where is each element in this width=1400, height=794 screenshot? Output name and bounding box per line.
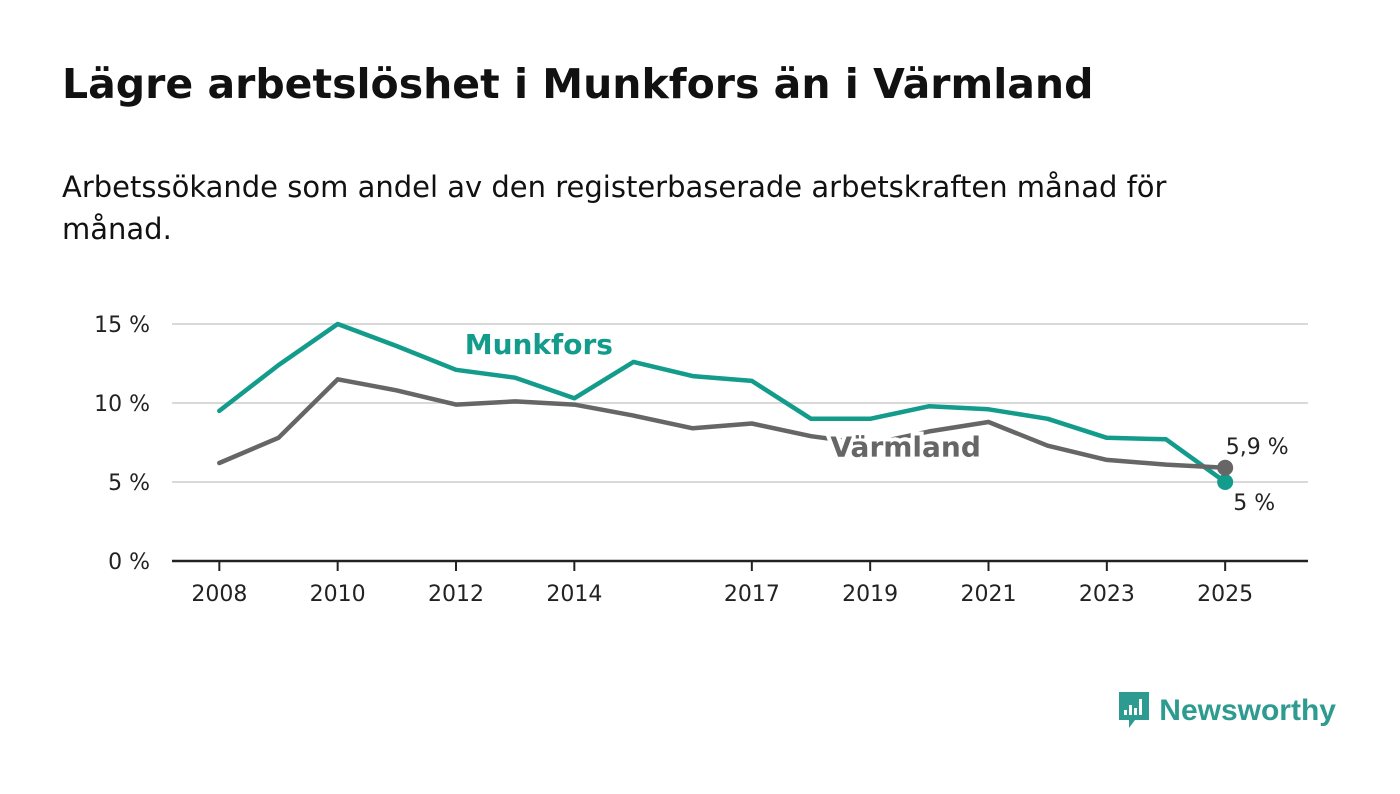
varmland-line (217, 377, 1228, 471)
tick-layer: 0 % 5 % 10 % 15 % 2008 2010 2012 2014 2017 2019 20… (94, 313, 1253, 607)
brand-name: Newsworthy (1159, 694, 1336, 727)
x-tick-label: 2014 (546, 582, 602, 607)
x-tick-label: 2019 (842, 582, 898, 607)
varmland-series-label: Värmland (830, 431, 981, 464)
x-tick-label: 2008 (191, 582, 247, 607)
y-tick-label: 5 % (108, 471, 150, 496)
x-tick-label: 2021 (961, 582, 1017, 607)
y-tick-label: 15 % (94, 313, 150, 338)
y-tick-label: 0 % (108, 550, 150, 575)
y-tick-label: 10 % (94, 392, 150, 417)
newsworthy-logo-icon (1119, 692, 1150, 728)
varmland-end-value-label: 5,9 % (1226, 435, 1289, 460)
x-tick-label: 2017 (724, 582, 780, 607)
grid-layer (172, 323, 1308, 563)
varmland-end-point (1217, 459, 1234, 476)
chart-title: Lägre arbetslöshet i Munkfors än i Värml… (62, 60, 1094, 108)
newsworthy-logo: Newsworthy (1117, 690, 1336, 732)
label-layer: Munkfors Värmland 5,9 % 5 % (461, 324, 1289, 516)
munkfors-series-label: Munkfors (465, 328, 613, 361)
chart-subtitle: Arbetssökande som andel av den registerb… (62, 170, 1167, 247)
x-tick-label: 2010 (310, 582, 366, 607)
x-tick-label: 2023 (1079, 582, 1135, 607)
x-tick-label: 2025 (1197, 582, 1253, 607)
munkfors-line (217, 321, 1228, 485)
munkfors-end-point (1217, 474, 1234, 490)
x-tick-label: 2012 (428, 582, 484, 607)
munkfors-end-value-label: 5 % (1233, 491, 1275, 516)
series-layer (217, 321, 1234, 490)
